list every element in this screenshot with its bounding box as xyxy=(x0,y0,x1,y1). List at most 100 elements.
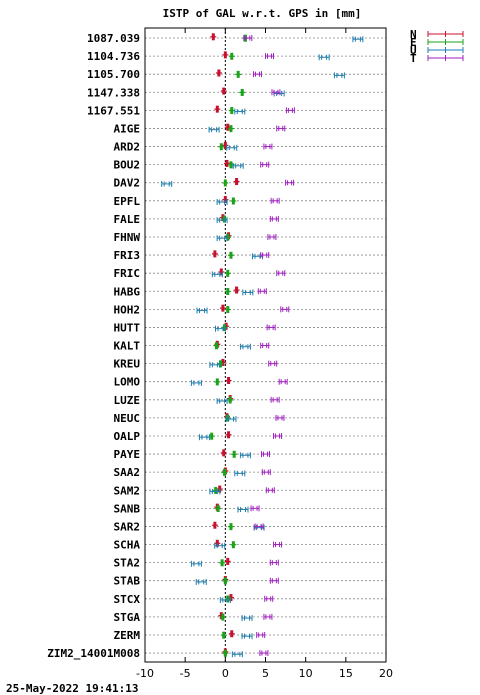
point-T xyxy=(267,233,277,240)
x-tick-label: 0 xyxy=(222,667,229,680)
legend-label: T xyxy=(410,52,417,65)
point-U xyxy=(209,361,221,368)
station-label: EPFL xyxy=(114,195,141,208)
station-label: SCHA xyxy=(114,539,141,552)
point-U xyxy=(231,651,243,658)
point-U xyxy=(273,90,285,97)
point-N xyxy=(222,141,229,149)
point-E xyxy=(221,468,228,476)
point-T xyxy=(285,179,295,186)
point-T xyxy=(271,89,281,96)
station-label: SANB xyxy=(114,502,141,515)
point-U xyxy=(161,180,173,187)
point-E xyxy=(217,360,224,368)
point-U xyxy=(216,217,228,224)
point-U xyxy=(216,398,228,404)
station-label: KREU xyxy=(114,358,141,371)
station-label: FRI3 xyxy=(114,249,141,262)
x-axis-ticks: -10 -5 0 5 10 15 20 xyxy=(136,28,393,680)
point-U xyxy=(190,560,202,567)
station-label: HABG xyxy=(114,285,141,298)
point-T xyxy=(269,559,279,566)
point-E xyxy=(230,541,237,549)
x-tick-label: -10 xyxy=(136,667,154,680)
station-label: FHNW xyxy=(114,231,141,244)
station-label: LOMO xyxy=(114,376,141,389)
point-U xyxy=(352,36,364,43)
point-E xyxy=(214,378,221,386)
point-T xyxy=(268,360,278,367)
station-label: 1167.551 xyxy=(87,104,140,117)
point-T xyxy=(273,432,283,439)
legend-item-E: E xyxy=(410,36,464,49)
point-U xyxy=(216,235,228,242)
point-E xyxy=(222,577,229,585)
point-U xyxy=(232,162,244,169)
point-N xyxy=(228,630,235,638)
point-T xyxy=(260,342,270,349)
station-label: SAR2 xyxy=(114,520,141,533)
station-label: BOU2 xyxy=(114,159,141,172)
legend-label: U xyxy=(410,44,417,57)
point-E xyxy=(224,269,231,277)
point-U xyxy=(241,633,253,640)
station-label: 1105.700 xyxy=(87,68,140,81)
point-T xyxy=(285,107,295,114)
point-N xyxy=(223,159,230,167)
point-N xyxy=(225,377,232,385)
point-T xyxy=(243,35,253,41)
point-U xyxy=(219,596,231,603)
point-T xyxy=(257,288,267,295)
station-label: HOH2 xyxy=(114,303,141,316)
point-T xyxy=(280,306,290,313)
point-N xyxy=(220,87,227,95)
point-T xyxy=(263,143,273,150)
point-T xyxy=(266,324,276,331)
station-label: STGA xyxy=(114,611,141,624)
point-T xyxy=(250,505,260,512)
point-E xyxy=(218,143,225,151)
point-T xyxy=(270,396,280,403)
point-U xyxy=(226,144,238,151)
point-T xyxy=(260,161,270,168)
point-T xyxy=(278,378,288,385)
point-N xyxy=(214,105,221,113)
station-label: 1104.736 xyxy=(87,50,140,63)
station-label: AIGE xyxy=(114,122,141,135)
point-E xyxy=(215,505,222,513)
point-E xyxy=(220,631,227,639)
plot-frame xyxy=(144,27,387,663)
station-label: STA2 xyxy=(114,557,141,570)
station-label: SAM2 xyxy=(114,484,141,497)
point-E xyxy=(227,396,234,404)
point-T xyxy=(276,270,286,277)
point-U xyxy=(241,615,253,622)
point-E xyxy=(222,649,229,657)
x-tick-label: 15 xyxy=(339,667,353,680)
legend-label: N xyxy=(410,28,417,41)
point-U xyxy=(225,416,237,423)
point-E xyxy=(224,306,231,314)
point-T xyxy=(261,469,271,476)
data-marks xyxy=(161,33,364,658)
point-U xyxy=(333,72,345,79)
station-label: SAA2 xyxy=(114,466,141,479)
point-U xyxy=(234,108,246,115)
point-E xyxy=(235,70,242,78)
station-label: FALE xyxy=(114,213,141,226)
point-T xyxy=(265,487,275,494)
point-E xyxy=(219,559,226,567)
station-label: 1147.338 xyxy=(87,86,140,99)
point-T xyxy=(252,71,262,78)
station-label: ZERM xyxy=(114,629,141,642)
point-U xyxy=(198,434,210,441)
station-label: STAB xyxy=(114,575,141,588)
x-tick-label: 20 xyxy=(379,667,393,680)
legend-label: E xyxy=(410,36,417,49)
station-label: ARD2 xyxy=(114,141,141,154)
point-U xyxy=(242,289,254,296)
station-label: LUZE xyxy=(114,394,141,407)
point-U xyxy=(209,488,221,495)
point-E xyxy=(227,251,234,259)
point-U xyxy=(234,470,246,477)
